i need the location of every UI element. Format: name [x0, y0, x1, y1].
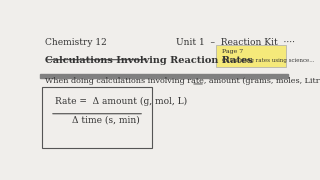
- Text: Chemistry 12: Chemistry 12: [45, 38, 107, 47]
- FancyBboxPatch shape: [43, 87, 152, 148]
- Text: When doing calculations involving rate, amount (grams, moles, Litres etc.) use t: When doing calculations involving rate, …: [45, 77, 320, 85]
- Text: Calculations Involving Reaction Rates: Calculations Involving Reaction Rates: [45, 56, 253, 65]
- Text: Rate =  Δ amount (g, mol, L): Rate = Δ amount (g, mol, L): [55, 96, 187, 105]
- Text: Calculating rates using science...: Calculating rates using science...: [222, 58, 315, 63]
- FancyBboxPatch shape: [216, 45, 285, 67]
- Text: Δ time (s, min): Δ time (s, min): [72, 116, 140, 125]
- Text: Unit 1  –  Reaction Kit  ····: Unit 1 – Reaction Kit ····: [176, 38, 295, 47]
- Text: Page 7: Page 7: [222, 49, 244, 54]
- Bar: [40, 74, 288, 78]
